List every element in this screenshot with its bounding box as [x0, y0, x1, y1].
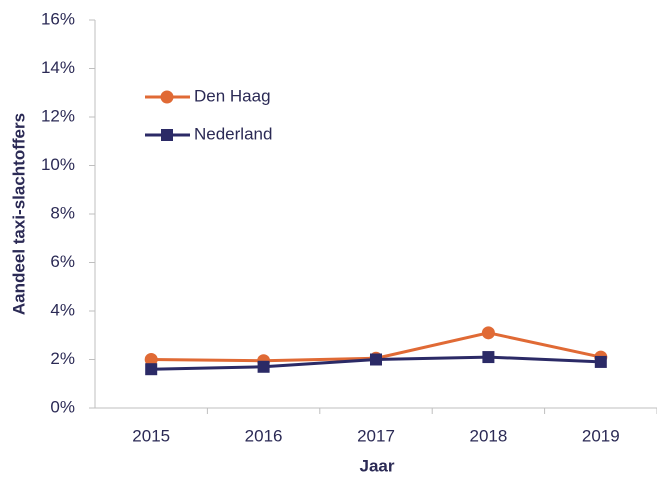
y-tick-label: 16%	[41, 9, 75, 28]
y-tick-label: 14%	[41, 58, 75, 77]
x-tick-label: 2017	[357, 426, 395, 445]
y-tick-label: 8%	[50, 203, 75, 222]
marker	[161, 129, 173, 141]
legend-label: Den Haag	[194, 86, 271, 105]
legend-label: Nederland	[194, 124, 272, 143]
marker	[482, 351, 495, 364]
y-axis-label: Aandeel taxi-slachtoffers	[9, 113, 28, 315]
x-tick-label: 2019	[582, 426, 620, 445]
x-tick-label: 2015	[132, 426, 170, 445]
y-tick-label: 2%	[50, 349, 75, 368]
x-tick-label: 2018	[469, 426, 507, 445]
x-axis-label: Jaar	[360, 456, 395, 475]
marker	[257, 360, 270, 373]
y-tick-label: 12%	[41, 106, 75, 125]
marker	[144, 353, 158, 366]
marker	[594, 355, 607, 368]
y-tick-label: 4%	[50, 300, 75, 319]
y-tick-label: 10%	[41, 155, 75, 174]
marker	[481, 326, 495, 340]
marker	[145, 363, 158, 376]
marker	[370, 353, 382, 366]
y-tick-label: 6%	[50, 252, 75, 271]
y-tick-label: 0%	[50, 397, 75, 416]
x-tick-label: 2016	[245, 426, 283, 445]
marker	[160, 90, 174, 104]
